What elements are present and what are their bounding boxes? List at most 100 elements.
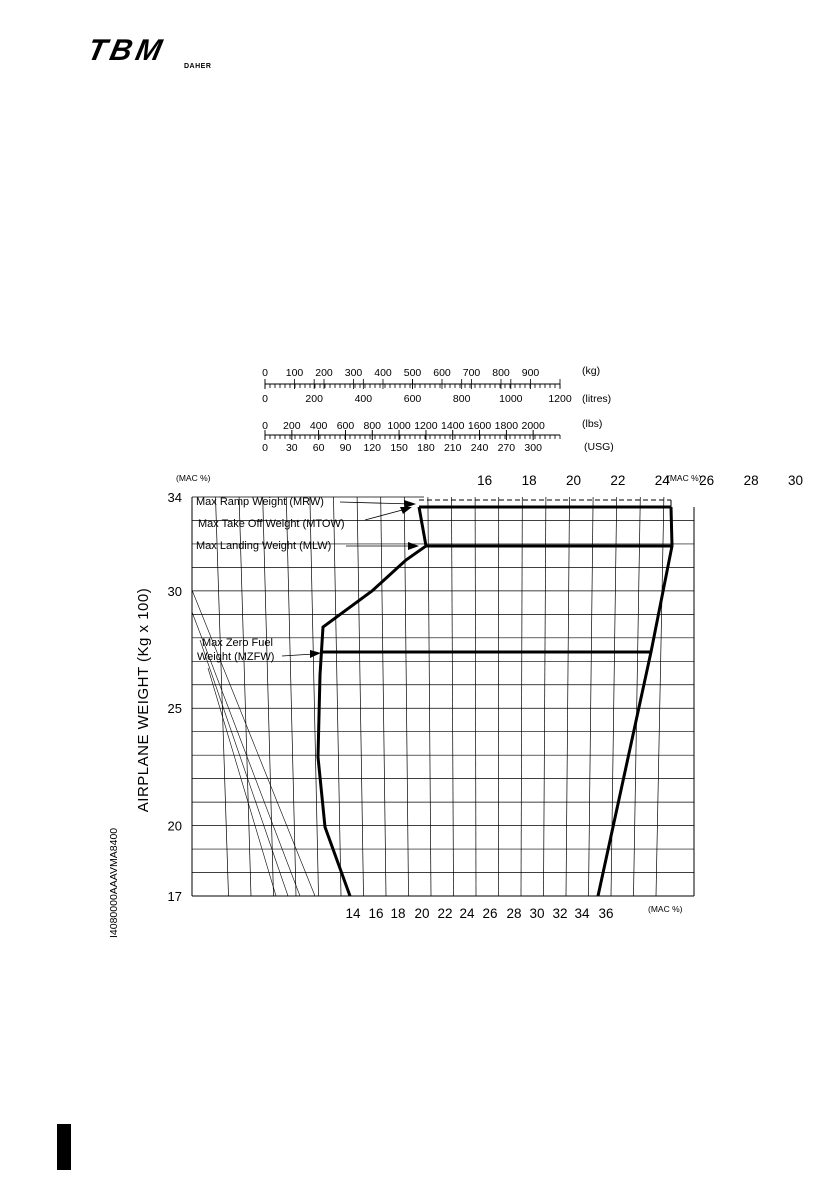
mac-line [309, 496, 319, 897]
bottom-mac-tick-label: 20 [414, 906, 429, 921]
fuel-scale-label: 800 [364, 420, 382, 432]
mac-line [403, 496, 409, 897]
margin-bar [57, 1124, 71, 1170]
fuel-scale-label: 200 [305, 393, 323, 405]
bottom-mac-tick-label: 36 [598, 906, 613, 921]
fuel-scale-label: 1200 [414, 420, 438, 432]
mac-line [380, 496, 387, 897]
fuel-scale-label: 400 [310, 420, 328, 432]
fuel-scale-label: 270 [498, 442, 516, 454]
annotation-mtow-leader [364, 508, 407, 521]
fuel-scale-label: 0 [262, 393, 268, 405]
mac-line [333, 496, 342, 897]
bottom-mac-tick-label: 22 [437, 906, 452, 921]
fuel-scale-label: 600 [337, 420, 355, 432]
top-mac-tick-label: 22 [610, 473, 625, 488]
bottom-mac-tick-label: 34 [574, 906, 590, 921]
fuel-scale-label: 1000 [387, 420, 411, 432]
top-axis-unit-right: (MAC %) [667, 473, 702, 483]
fuel-scale-label: 200 [315, 367, 333, 379]
annotation-mzfw-line1: Max Zero Fuel [202, 637, 273, 649]
y-tick-label: 30 [168, 584, 182, 599]
bottom-mac-tick-label: 30 [529, 906, 544, 921]
fuel-scale-unit: (kg) [582, 365, 600, 377]
annotation-mtow-arrowhead [400, 507, 412, 514]
bottom-mac-tick-label: 18 [390, 906, 405, 921]
fuel-scale-label: 900 [522, 367, 540, 379]
annotation-mrw-arrowhead [404, 500, 416, 508]
annotation-mtow: Max Take Off Weight (MTOW) [198, 518, 345, 530]
fuel-scale-label: 30 [286, 442, 298, 454]
annotation-mzfw-leader [281, 653, 315, 657]
top-mac-tick-label: 24 [655, 473, 671, 488]
tbm-logo: TBM DAHER [85, 34, 238, 76]
mac-line [543, 496, 547, 897]
y-axis-label: AIRPLANE WEIGHT (Kg x 100) [135, 588, 152, 812]
mac-line [565, 496, 570, 897]
y-tick-label: 20 [168, 819, 182, 834]
bottom-mac-tick-label: 26 [482, 906, 497, 921]
fuel-scale-label: 150 [390, 442, 408, 454]
y-tick-label: 25 [168, 701, 182, 716]
mac-line [451, 496, 454, 897]
fuel-scale-label: 1000 [499, 393, 523, 405]
fuel-scale-label: 300 [524, 442, 542, 454]
bottom-mac-tick-label: 16 [368, 906, 383, 921]
mac-line [520, 496, 523, 897]
fuel-scale-label: 1600 [468, 420, 492, 432]
fuel-scale-label: 500 [404, 367, 422, 379]
mac-line [262, 496, 274, 897]
fuel-scale-label: 240 [471, 442, 489, 454]
fuel-scale-label: 1800 [495, 420, 519, 432]
fuel-scale-label: 90 [340, 442, 352, 454]
top-axis-unit-left: (MAC %) [176, 473, 211, 483]
y-tick-label: 17 [168, 889, 182, 904]
mac-line [285, 496, 297, 897]
mac-line [356, 496, 364, 897]
bottom-mac-tick-label: 32 [552, 906, 567, 921]
annotation-mzfw-line2: Weight (MZFW) [197, 651, 274, 663]
bottom-mac-tick-label: 24 [459, 906, 475, 921]
annotation-mlw-arrowhead [408, 542, 419, 550]
fuel-scale-label: 400 [374, 367, 392, 379]
y-tick-label: 34 [168, 490, 182, 505]
envelope-right-boundary [596, 506, 674, 897]
annotation-mrw: Max Ramp Weight (MRW) [196, 496, 324, 508]
fuel-scale-label: 800 [492, 367, 510, 379]
mac-line [207, 667, 277, 897]
top-mac-tick-label: 26 [699, 473, 714, 488]
annotation-mrw-leader [339, 501, 413, 505]
fuel-scale-label: 300 [345, 367, 363, 379]
top-mac-tick-label: 28 [744, 473, 759, 488]
bottom-axis-unit: (MAC %) [648, 904, 683, 914]
fuel-scale-label: 1200 [548, 393, 572, 405]
fuel-scale-label: 0 [262, 442, 268, 454]
annotation-mzfw-arrowhead [310, 650, 321, 658]
fuel-scale-label: 0 [262, 420, 268, 432]
fuel-scale-label: 1400 [441, 420, 465, 432]
fuel-scale-label: 800 [453, 393, 471, 405]
fuel-scale-label: 100 [286, 367, 304, 379]
annotation-mlw: Max Landing Weight (MLW) [196, 540, 331, 552]
bottom-mac-tick-label: 28 [506, 906, 521, 921]
fuel-scale-unit: (litres) [582, 393, 611, 405]
fuel-scale-label: 600 [404, 393, 422, 405]
fuel-scale-label: 180 [417, 442, 435, 454]
mac-line [191, 589, 316, 897]
top-mac-tick-label: 30 [788, 473, 803, 488]
fuel-scale-label: 2000 [522, 420, 546, 432]
fuel-scale-unit: (USG) [584, 441, 614, 453]
figure-reference-text: I4080000AAAVMA8400 [108, 827, 120, 938]
fuel-scale-label: 200 [283, 420, 301, 432]
figure-reference: I4080000AAAVMA8400 [108, 828, 128, 958]
mac-line [427, 496, 432, 897]
envelope-left-boundary [316, 506, 428, 897]
fuel-scale-label: 60 [313, 442, 325, 454]
top-mac-tick-label: 20 [566, 473, 581, 488]
fuel-scale-label: 700 [463, 367, 481, 379]
mac-line [655, 496, 665, 897]
mac-line [474, 496, 477, 897]
fuel-scale-label: 210 [444, 442, 462, 454]
